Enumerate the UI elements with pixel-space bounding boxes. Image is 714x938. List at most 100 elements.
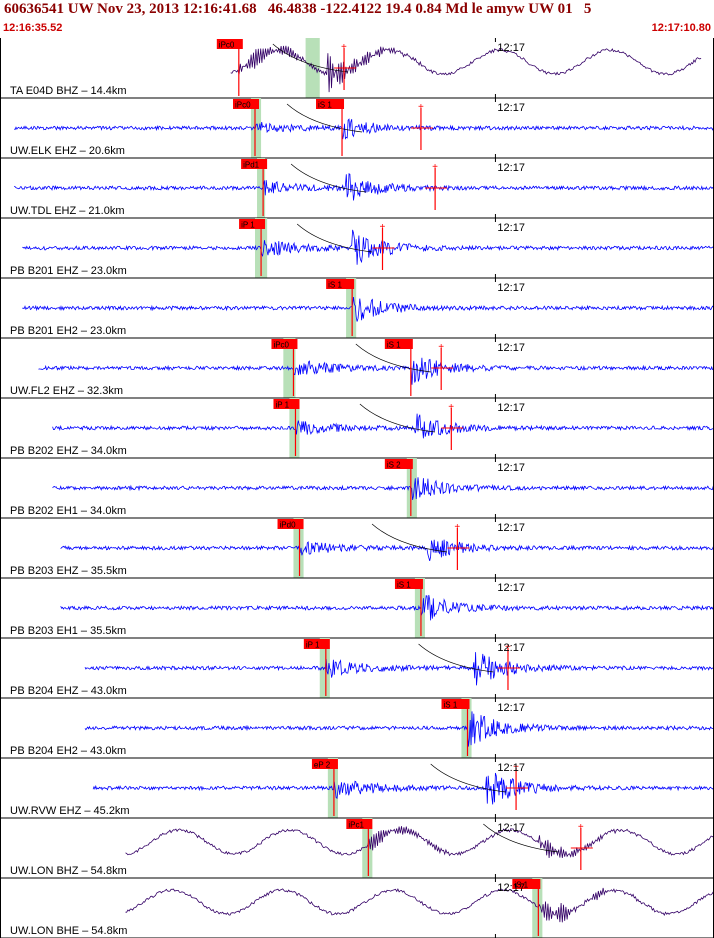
trace-panel: iPd1 +12:17 UW.TDL EHZ – 21.0km [0,158,714,219]
minute-label: 12:17 [497,702,525,714]
station-label: PB B201 EH2 – 23.0km [10,325,126,337]
p-pick-flag[interactable] [271,339,298,349]
coda-curve [286,103,363,133]
minute-label: 12:17 [497,102,525,114]
coda-curve [430,763,506,793]
amplitude-plus: + [454,522,460,533]
p-pick-flag[interactable] [277,519,304,529]
trace-panel: iS 2 12:17 PB B202 EH1 – 34.0km [0,458,714,519]
s-pick-label: iS 2 [387,461,401,470]
coda-curve [355,343,431,373]
coda-curve [483,823,559,853]
amplitude-plus: + [380,222,386,233]
minute-label: 12:17 [497,222,525,234]
minute-label: 12:17 [497,762,525,774]
s-pick-label: iS 1 [387,341,401,350]
waveform-trace [60,539,714,562]
station-label: UW.LON BHZ – 54.8km [10,865,127,877]
p-pick-flag[interactable] [239,219,266,229]
s-pick-flag[interactable] [441,699,470,709]
trace-panel: eP 2 +12:17 UW.RVW EHZ – 45.2km [0,758,714,819]
trace-panel: iP 1 +12:17 PB B204 EHZ – 43.0km [0,638,714,699]
station-label: PB B204 EH2 – 43.0km [10,745,126,757]
coda-curve [290,163,367,193]
trace-panel: iP 1 +12:17 PB B202 EHZ – 34.0km [0,398,714,459]
s-pick-label: iS 1 [514,881,528,890]
waveform-trace [38,357,714,385]
trace-panel: iP 1 +12:17 PB B201 EHZ – 23.0km [0,218,714,279]
p-pick-label: iPc0 [219,41,235,50]
s-pick-flag[interactable] [512,879,541,889]
station-label: PB B202 EHZ – 34.0km [10,445,127,457]
station-label: UW.ELK EHZ – 20.6km [10,145,125,157]
minute-label: 12:17 [497,882,525,894]
minute-label: 12:17 [497,822,525,834]
waveform-trace [22,296,714,322]
station-label: PB B201 EHZ – 23.0km [10,265,127,277]
trace-panel: iS 1 12:17 PB B203 EH1 – 35.5km [0,578,714,639]
coda-curve [371,523,448,553]
amplitude-plus: + [341,42,347,53]
waveform-trace [84,711,714,747]
s-pick-flag[interactable] [384,339,413,349]
coda-curve [296,223,373,253]
amplitude-plus: + [438,342,444,353]
s-pick-flag[interactable] [394,579,423,589]
amplitude-plus: + [505,642,511,653]
pick-window [257,158,266,218]
minute-label: 12:17 [497,42,525,54]
seismogram-plot: iPc0 +12:17 TA E04D BHZ – 14.4km iPc0 iS 1 +1… [0,38,714,938]
s-pick-flag[interactable] [316,99,345,109]
p-pick-flag[interactable] [346,819,373,829]
minute-label: 12:17 [497,582,525,594]
p-pick-flag[interactable] [216,39,243,49]
p-pick-flag[interactable] [303,639,330,649]
trace-panel: iPc0 iS 1 +12:17 UW.ELK EHZ – 20.6km [0,98,714,159]
pick-window [250,98,262,158]
station-label: UW.RVW EHZ – 45.2km [10,805,130,817]
end-time-label: 12:17:10.80 [651,22,711,34]
station-label: PB B203 EH1 – 35.5km [10,625,126,637]
waveform-trace [125,826,714,859]
trace-panel: iPd0 +12:17 PB B203 EHZ – 35.5km [0,518,714,579]
minute-label: 12:17 [497,342,525,354]
event-header: 60636541 UW Nov 23, 2013 12:16:41.68 46.… [0,0,714,38]
station-label: UW.FL2 EHZ – 32.3km [10,385,123,397]
station-label: UW.TDL EHZ – 21.0km [10,205,125,217]
p-pick-flag[interactable] [273,399,300,409]
start-time-label: 12:16:35.52 [3,22,63,34]
minute-label: 12:17 [497,642,525,654]
minute-label: 12:17 [497,522,525,534]
waveform-trace [125,887,714,923]
s-pick-label: iS 1 [318,101,332,110]
waveform-trace [230,45,702,93]
trace-panel: iPc1 +12:17 UW.LON BHZ – 54.8km [0,818,714,879]
p-pick-flag[interactable] [311,759,338,769]
trace-panel: iS 1 12:17 PB B201 EH2 – 23.0km [0,278,714,339]
waveform-trace [84,652,714,686]
minute-label: 12:17 [497,282,525,294]
minute-label: 12:17 [497,402,525,414]
p-pick-label: iPc0 [235,101,251,110]
waveform-trace [52,413,714,439]
coda-curve [359,403,435,433]
p-pick-label: iP 1 [306,641,320,650]
waveform-trace [92,772,714,805]
s-pick-flag[interactable] [326,279,355,289]
waveform-trace [60,594,714,621]
amplitude-plus: + [418,102,424,113]
amplitude-plus: + [578,822,584,833]
p-pick-flag[interactable] [241,159,268,169]
event-title: 60636541 UW Nov 23, 2013 12:16:41.68 46.… [4,1,592,17]
s-pick-label: iS 1 [328,281,342,290]
trace-panel: iS 112:17 UW.LON BHE – 54.8km [0,878,714,938]
coda-curve [272,43,348,73]
station-label: PB B204 EHZ – 43.0km [10,685,127,697]
station-label: TA E04D BHZ – 14.4km [10,85,127,97]
p-pick-flag[interactable] [233,99,259,109]
s-pick-flag[interactable] [384,459,413,469]
minute-label: 12:17 [497,462,525,474]
p-pick-label: iPc1 [348,821,364,830]
s-pick-label: iS 1 [397,581,411,590]
amplitude-plus: + [448,402,454,413]
